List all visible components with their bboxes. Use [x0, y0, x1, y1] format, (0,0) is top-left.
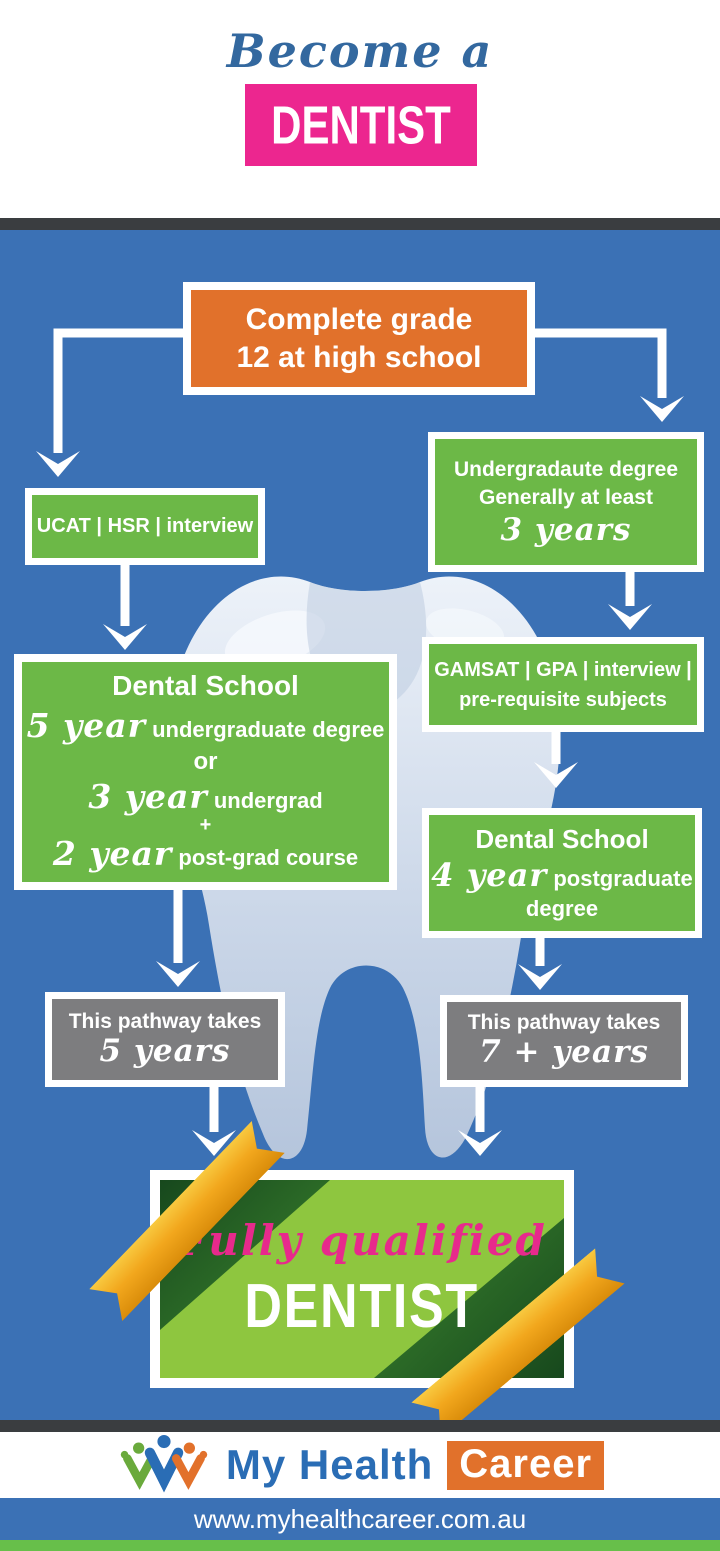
result-line2: DENTIST [244, 1272, 480, 1341]
step-gamsat-gpa-interview: GAMSAT | GPA | interview | pre-requisite… [422, 637, 704, 732]
pathway-duration-right: This pathway takes 7 + years [440, 995, 688, 1087]
step-complete-grade12-line1: Complete grade [245, 303, 473, 336]
footer-green-bar [0, 1540, 720, 1551]
website-url: www.myhealthcareer.com.au [193, 1503, 527, 1534]
pathway-left-line1: This pathway takes [68, 1009, 262, 1033]
dental-left-option3: 2 year post-grad course [53, 834, 358, 874]
header: Become a DENTIST [0, 0, 720, 218]
flow-connector-arrows [36, 328, 684, 1156]
people-logo-icon [120, 1434, 208, 1493]
step-dental-school-undergrad: Dental School 5 year undergraduate degre… [14, 654, 397, 890]
undergrad-line2: Generally at least [479, 486, 653, 510]
dental-left-opt1-text: undergraduate degree [146, 717, 385, 743]
dental-left-opt2-text: undergrad [207, 787, 323, 813]
header-eyebrow: Become a [226, 24, 494, 78]
dental-left-opt2-years: 3 year [88, 776, 208, 816]
result-line1: Fully qualified [177, 1216, 547, 1265]
dental-left-or: or [193, 747, 218, 775]
step-ucat-label: UCAT | HSR | interview [36, 515, 254, 537]
footer-url-bar: www.myhealthcareer.com.au [0, 1498, 720, 1540]
step-ucat-hsr-interview: UCAT | HSR | interview [25, 488, 265, 565]
dental-right-text: postgraduate [547, 865, 693, 891]
step-complete-grade12-line2: 12 at high school [236, 340, 482, 374]
dental-left-title: Dental School [112, 670, 299, 702]
step-complete-grade12: Complete grade 12 at high school [183, 282, 535, 395]
pathway-right-line1: This pathway takes [467, 1011, 661, 1035]
undergrad-line1: Undergradaute degree [453, 457, 679, 481]
dental-left-option1: 5 year undergraduate degree [27, 706, 385, 746]
footer-brand: My Health Career [0, 1432, 720, 1498]
gamsat-line2: pre-requisite subjects [459, 688, 667, 711]
dental-left-plus: + [199, 814, 212, 837]
header-title-box: DENTIST [245, 84, 477, 166]
dental-left-opt3-years: 2 year [52, 834, 173, 874]
top-frame-bar [0, 218, 720, 230]
pathway-left-years: 5 years [99, 1032, 231, 1069]
gamsat-line1: GAMSAT | GPA | interview | [434, 658, 692, 681]
step-dental-school-postgrad: Dental School 4 year postgraduate degree [422, 808, 702, 938]
pathway-duration-left: This pathway takes 5 years [45, 992, 285, 1087]
dental-right-title: Dental School [475, 823, 649, 854]
dental-right-option: 4 year postgraduate [431, 855, 692, 895]
flowchart-panel: Complete grade 12 at high school UCAT | … [0, 230, 720, 1420]
pathway-right-years: 7 + years [479, 1034, 649, 1071]
brand-name-second: Career [447, 1440, 605, 1490]
step-undergraduate-degree: Undergradaute degree Generally at least … [428, 432, 704, 572]
dental-right-line3: degree [525, 895, 599, 921]
brand-name-first: My Health [225, 1441, 434, 1488]
undergrad-years: 3 years [500, 511, 632, 548]
header-title: DENTIST [271, 94, 451, 156]
dental-right-years: 4 year [431, 855, 548, 894]
dental-left-opt1-years: 5 year [26, 706, 146, 746]
dental-left-opt3-text: post-grad course [172, 845, 359, 871]
dental-left-option2: 3 year undergrad [88, 777, 322, 817]
bottom-frame-bar [0, 1420, 720, 1432]
